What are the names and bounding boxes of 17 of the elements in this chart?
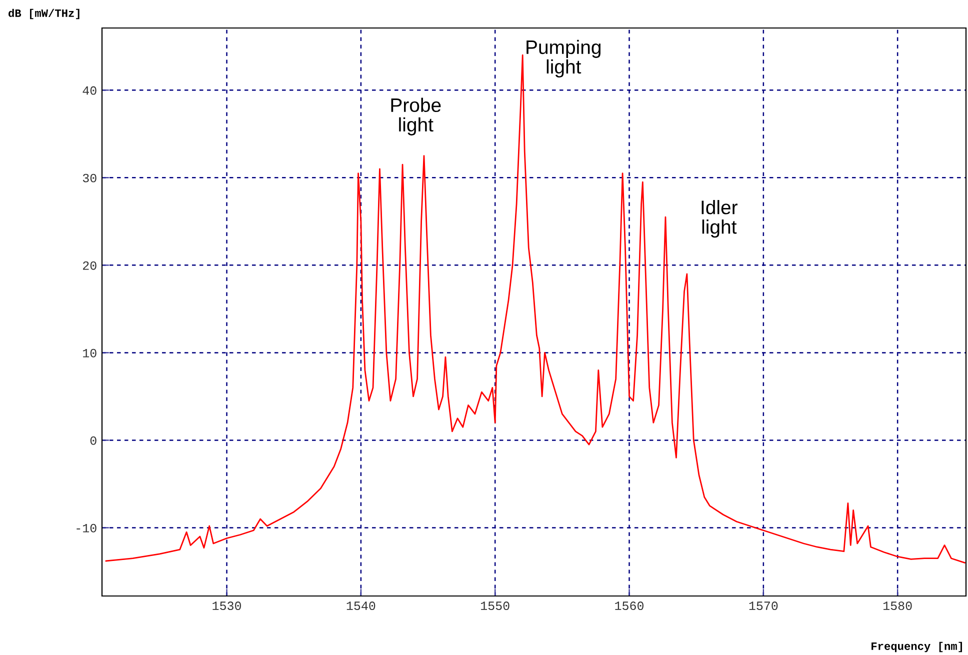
- x-axis-title: Frequency [nm]: [872, 642, 962, 652]
- y-tick-label: 0: [90, 436, 96, 445]
- x-tick-label: 1540: [346, 602, 376, 610]
- y-tick-label: 40: [82, 86, 96, 95]
- x-tick-label: 1550: [480, 602, 510, 610]
- y-tick-label: 30: [82, 174, 96, 182]
- annotation: Probe light: [391, 98, 441, 136]
- x-tick-label: 1580: [883, 602, 912, 610]
- annotation: Pumping light: [526, 40, 600, 78]
- y-axis-title: dB [mW/THz]: [8, 8, 80, 20]
- y-tick-label: -10: [76, 524, 96, 532]
- x-tick-label: 1560: [615, 602, 644, 610]
- x-tick-label: 1570: [749, 602, 778, 610]
- y-tick-label: 20: [83, 261, 96, 270]
- x-tick-label: 1530: [212, 602, 241, 610]
- annotation: Idler light: [702, 200, 738, 238]
- y-tick-label: 10: [83, 348, 96, 358]
